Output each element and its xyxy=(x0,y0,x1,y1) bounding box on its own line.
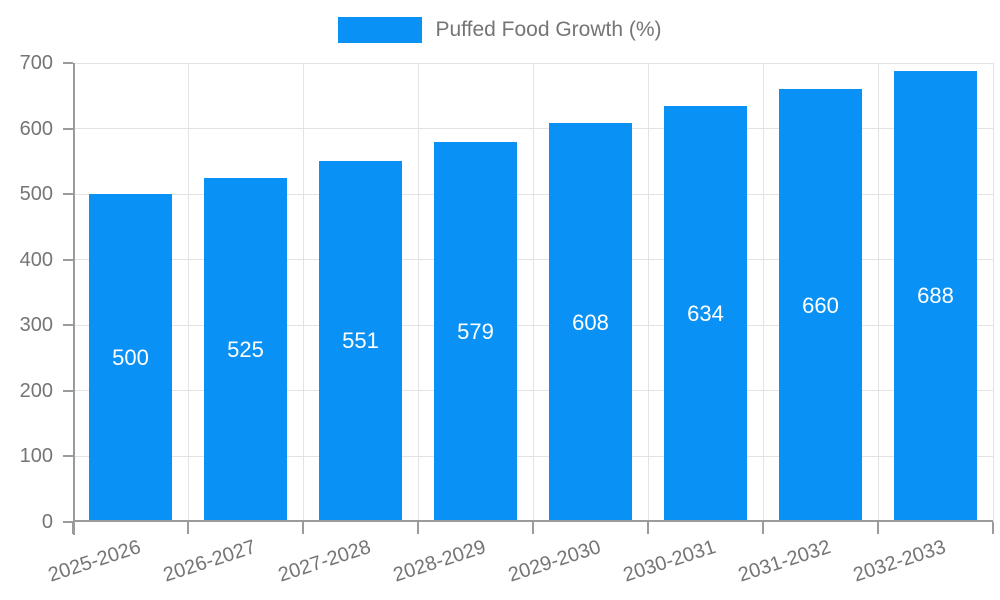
bar-value-label: 500 xyxy=(112,345,149,371)
bar[interactable] xyxy=(663,106,748,522)
bar[interactable] xyxy=(433,142,518,522)
y-axis-tick xyxy=(63,127,73,130)
bar-value-label: 660 xyxy=(802,292,839,318)
y-axis-tick xyxy=(63,455,73,458)
legend-item[interactable]: Puffed Food Growth (%) xyxy=(338,17,662,43)
bar[interactable] xyxy=(203,177,288,522)
x-axis-tick-label: 2025-2026 xyxy=(45,536,144,587)
gridline-v xyxy=(302,63,304,522)
bar[interactable] xyxy=(548,123,633,522)
x-axis-tick-label: 2027-2028 xyxy=(275,536,374,587)
x-axis-tick xyxy=(647,522,649,534)
x-axis-tick xyxy=(302,522,304,534)
y-axis-tick-label: 700 xyxy=(19,52,53,74)
y-axis-tick xyxy=(63,258,73,261)
y-axis-line xyxy=(73,63,75,535)
legend-swatch xyxy=(338,17,423,43)
gridline-v xyxy=(187,63,189,522)
plot-area: 0 100 200 300 400 500 600 700 500 2025-2026 525 202… xyxy=(20,52,994,586)
y-axis-tick xyxy=(63,324,73,327)
y-axis-tick-label: 400 xyxy=(19,248,53,271)
gridline-v xyxy=(762,63,764,522)
bar-value-label: 634 xyxy=(687,301,724,327)
x-axis-tick xyxy=(532,522,534,534)
bar-value-label: 525 xyxy=(227,336,264,362)
legend-label: Puffed Food Growth (%) xyxy=(435,18,662,41)
bar[interactable] xyxy=(88,194,173,522)
y-axis-tick xyxy=(63,389,73,392)
x-axis-tick-label: 2029-2030 xyxy=(505,536,604,587)
bar-value-label: 608 xyxy=(572,309,609,335)
y-axis-tick-label: 0 xyxy=(41,511,53,533)
bar-value-label: 688 xyxy=(917,283,954,309)
gridline-v xyxy=(532,63,534,522)
y-axis-tick-label: 100 xyxy=(19,445,53,468)
gridline-v xyxy=(647,63,649,522)
x-axis-tick xyxy=(762,522,764,534)
x-axis-tick xyxy=(877,522,879,534)
gridline-v xyxy=(992,63,994,522)
y-axis-tick xyxy=(63,521,73,523)
y-axis-tick xyxy=(63,62,73,64)
legend: Puffed Food Growth (%) xyxy=(0,17,1000,43)
x-axis-line xyxy=(73,520,993,522)
bar[interactable] xyxy=(893,70,978,522)
y-axis-tick-label: 200 xyxy=(19,379,53,402)
x-axis-tick-label: 2031-2032 xyxy=(735,536,834,587)
y-axis-tick xyxy=(63,193,73,196)
y-axis-tick-label: 600 xyxy=(19,117,53,140)
y-axis-tick-label: 300 xyxy=(19,314,53,337)
gridline-v xyxy=(877,63,879,522)
x-axis-tick xyxy=(992,522,994,534)
bar[interactable] xyxy=(318,160,403,522)
x-axis-tick-label: 2028-2029 xyxy=(390,536,489,587)
gridline-v xyxy=(417,63,419,522)
x-axis-tick-label: 2032-2033 xyxy=(850,536,949,587)
x-axis-tick xyxy=(187,522,189,534)
x-axis-tick xyxy=(417,522,419,534)
bar[interactable] xyxy=(778,89,863,522)
y-axis-tick-label: 500 xyxy=(19,183,53,206)
bar-value-label: 551 xyxy=(342,328,379,354)
x-axis-tick-label: 2030-2031 xyxy=(620,536,719,587)
x-axis-tick-label: 2026-2027 xyxy=(160,536,259,587)
bar-value-label: 579 xyxy=(457,319,494,345)
